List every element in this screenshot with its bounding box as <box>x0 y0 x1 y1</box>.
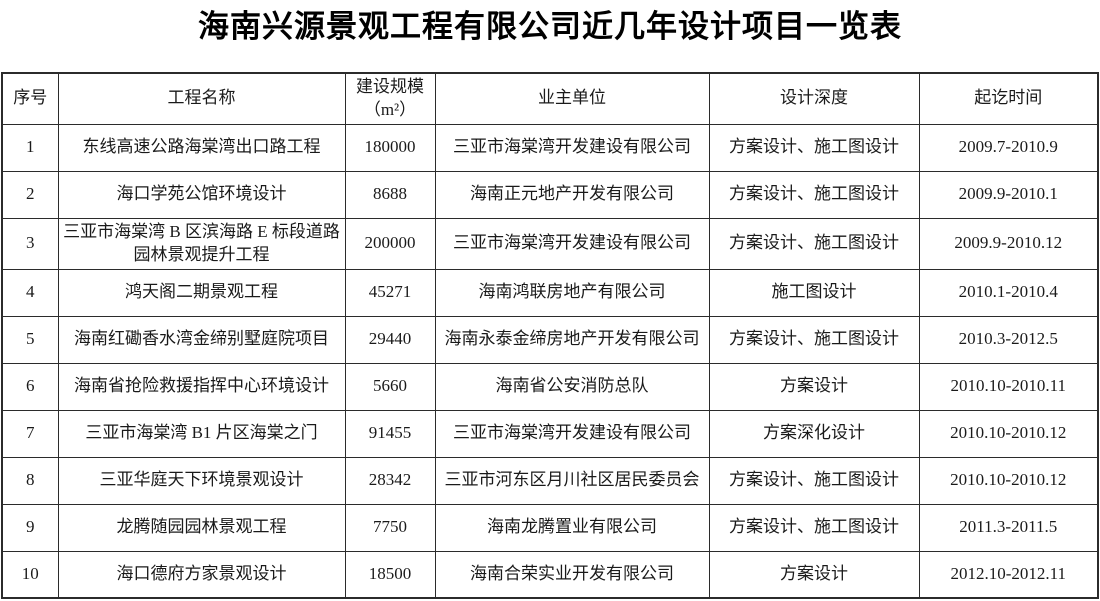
cell-timespan: 2012.10-2012.11 <box>918 550 1099 599</box>
cell-owner: 海南合荣实业开发有限公司 <box>434 550 710 599</box>
cell-project-name: 三亚市海棠湾 B 区滨海路 E 标段道路园林景观提升工程 <box>57 217 346 270</box>
cell-timespan: 2010.1-2010.4 <box>918 268 1099 317</box>
cell-design-depth: 方案设计、施工图设计 <box>708 170 920 219</box>
cell-timespan: 2010.10-2010.12 <box>918 456 1099 505</box>
projects-table: 序号 工程名称 建设规模 （m²） 业主单位 设计深度 起讫时间 1 东线高速公路… <box>1 72 1099 600</box>
cell-project-name: 海南红磡香水湾金缔别墅庭院项目 <box>57 315 346 364</box>
cell-owner: 海南省公安消防总队 <box>434 362 710 411</box>
cell-design-depth: 方案设计、施工图设计 <box>708 123 920 172</box>
cell-owner: 三亚市海棠湾开发建设有限公司 <box>434 409 710 458</box>
table-row: 5 海南红磡香水湾金缔别墅庭院项目 29440 海南永泰金缔房地产开发有限公司 方案设计… <box>1 315 1099 364</box>
table-body: 1 东线高速公路海棠湾出口路工程 180000 三亚市海棠湾开发建设有限公司 方案设计、… <box>1 123 1099 599</box>
cell-owner: 三亚市海棠湾开发建设有限公司 <box>434 217 710 270</box>
column-header-timespan: 起讫时间 <box>918 72 1099 125</box>
cell-scale: 29440 <box>344 315 436 364</box>
cell-owner: 三亚市海棠湾开发建设有限公司 <box>434 123 710 172</box>
cell-design-depth: 方案设计、施工图设计 <box>708 315 920 364</box>
table-row: 2 海口学苑公馆环境设计 8688 海南正元地产开发有限公司 方案设计、施工图设计 200… <box>1 170 1099 219</box>
cell-index: 10 <box>1 550 59 599</box>
cell-index: 2 <box>1 170 59 219</box>
cell-scale: 8688 <box>344 170 436 219</box>
table-row: 6 海南省抢险救援指挥中心环境设计 5660 海南省公安消防总队 方案设计 2010.10… <box>1 362 1099 411</box>
table-row: 10 海口德府方家景观设计 18500 海南合荣实业开发有限公司 方案设计 2012.10… <box>1 550 1099 599</box>
cell-project-name: 三亚市海棠湾 B1 片区海棠之门 <box>57 409 346 458</box>
cell-scale: 91455 <box>344 409 436 458</box>
cell-index: 5 <box>1 315 59 364</box>
column-header-index: 序号 <box>1 72 59 125</box>
cell-design-depth: 方案深化设计 <box>708 409 920 458</box>
cell-scale: 200000 <box>344 217 436 270</box>
cell-project-name: 鸿天阁二期景观工程 <box>57 268 346 317</box>
cell-owner: 海南永泰金缔房地产开发有限公司 <box>434 315 710 364</box>
cell-project-name: 海南省抢险救援指挥中心环境设计 <box>57 362 346 411</box>
cell-index: 9 <box>1 503 59 552</box>
cell-project-name: 海口学苑公馆环境设计 <box>57 170 346 219</box>
cell-scale: 7750 <box>344 503 436 552</box>
cell-design-depth: 方案设计 <box>708 362 920 411</box>
column-header-design-depth: 设计深度 <box>708 72 920 125</box>
page-title: 海南兴源景观工程有限公司近几年设计项目一览表 <box>198 9 902 44</box>
cell-design-depth: 施工图设计 <box>708 268 920 317</box>
table-header-row: 序号 工程名称 建设规模 （m²） 业主单位 设计深度 起讫时间 <box>1 72 1099 125</box>
cell-project-name: 三亚华庭天下环境景观设计 <box>57 456 346 505</box>
cell-scale: 45271 <box>344 268 436 317</box>
cell-owner: 海南龙腾置业有限公司 <box>434 503 710 552</box>
cell-timespan: 2009.7-2010.9 <box>918 123 1099 172</box>
cell-design-depth: 方案设计、施工图设计 <box>708 217 920 270</box>
cell-scale: 5660 <box>344 362 436 411</box>
cell-scale: 28342 <box>344 456 436 505</box>
cell-design-depth: 方案设计、施工图设计 <box>708 503 920 552</box>
column-header-scale: 建设规模 （m²） <box>344 72 436 125</box>
cell-index: 7 <box>1 409 59 458</box>
cell-design-depth: 方案设计 <box>708 550 920 599</box>
table-row: 4 鸿天阁二期景观工程 45271 海南鸿联房地产有限公司 施工图设计 2010.1-20… <box>1 268 1099 317</box>
cell-project-name: 海口德府方家景观设计 <box>57 550 346 599</box>
column-header-owner: 业主单位 <box>434 72 710 125</box>
table-row: 9 龙腾随园园林景观工程 7750 海南龙腾置业有限公司 方案设计、施工图设计 2011.… <box>1 503 1099 552</box>
table-row: 1 东线高速公路海棠湾出口路工程 180000 三亚市海棠湾开发建设有限公司 方案设计、… <box>1 123 1099 172</box>
cell-scale: 180000 <box>344 123 436 172</box>
cell-owner: 海南鸿联房地产有限公司 <box>434 268 710 317</box>
column-header-project-name: 工程名称 <box>57 72 346 125</box>
cell-owner: 海南正元地产开发有限公司 <box>434 170 710 219</box>
cell-timespan: 2009.9-2010.1 <box>918 170 1099 219</box>
table-row: 3 三亚市海棠湾 B 区滨海路 E 标段道路园林景观提升工程 200000 三亚市海棠… <box>1 217 1099 270</box>
cell-timespan: 2010.10-2010.11 <box>918 362 1099 411</box>
cell-timespan: 2011.3-2011.5 <box>918 503 1099 552</box>
cell-timespan: 2009.9-2010.12 <box>918 217 1099 270</box>
cell-owner: 三亚市河东区月川社区居民委员会 <box>434 456 710 505</box>
cell-index: 4 <box>1 268 59 317</box>
cell-scale: 18500 <box>344 550 436 599</box>
table-row: 7 三亚市海棠湾 B1 片区海棠之门 91455 三亚市海棠湾开发建设有限公司 方案深化… <box>1 409 1099 458</box>
cell-design-depth: 方案设计、施工图设计 <box>708 456 920 505</box>
cell-project-name: 东线高速公路海棠湾出口路工程 <box>57 123 346 172</box>
cell-project-name: 龙腾随园园林景观工程 <box>57 503 346 552</box>
cell-index: 6 <box>1 362 59 411</box>
table-row: 8 三亚华庭天下环境景观设计 28342 三亚市河东区月川社区居民委员会 方案设计、施工… <box>1 456 1099 505</box>
cell-index: 8 <box>1 456 59 505</box>
cell-timespan: 2010.10-2010.12 <box>918 409 1099 458</box>
cell-timespan: 2010.3-2012.5 <box>918 315 1099 364</box>
cell-index: 1 <box>1 123 59 172</box>
cell-index: 3 <box>1 217 59 270</box>
